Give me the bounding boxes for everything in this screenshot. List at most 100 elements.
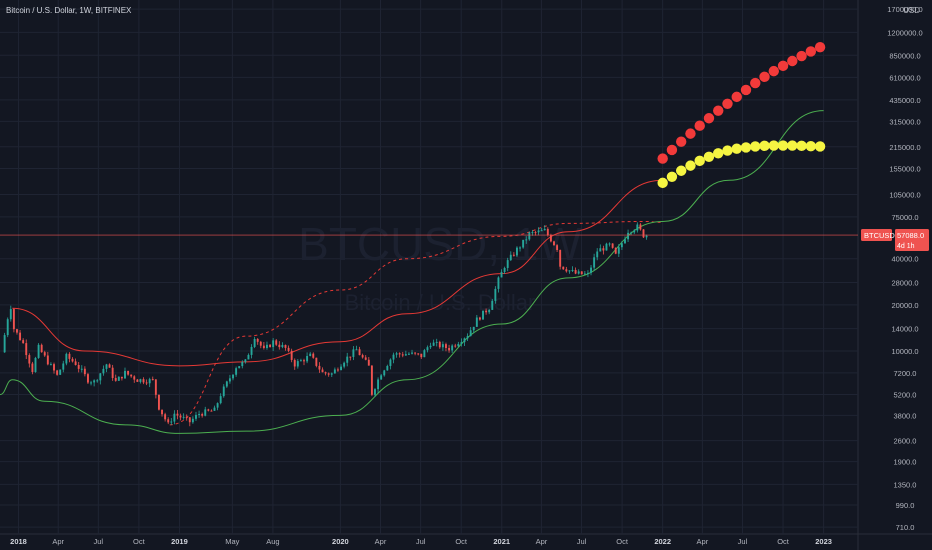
- candle-body: [176, 413, 179, 416]
- candle-body: [485, 310, 488, 313]
- watermark-name: Bitcoin / U.S. Dollar: [345, 290, 536, 315]
- candle-body: [414, 352, 417, 354]
- x-tick-label: Apr: [697, 537, 709, 546]
- candle-body: [49, 364, 52, 366]
- x-tick-label: 2020: [332, 537, 349, 546]
- red-dots-point: [731, 91, 742, 103]
- candle-body: [370, 365, 373, 395]
- candle-body: [346, 356, 349, 363]
- candle-body: [429, 345, 432, 348]
- candle-body: [398, 353, 401, 355]
- candle-body: [565, 269, 568, 272]
- candle-body: [441, 344, 444, 348]
- candle-body: [534, 232, 537, 234]
- candle-body: [37, 344, 40, 358]
- candle-body: [43, 352, 46, 356]
- candle-body: [630, 232, 633, 234]
- candle-body: [343, 362, 346, 367]
- x-tick-label: Jul: [94, 537, 104, 546]
- y-tick-label: 1700000.0: [887, 5, 922, 14]
- candle-body: [108, 364, 111, 368]
- candle-body: [3, 335, 6, 353]
- candle-body: [303, 360, 305, 362]
- candle-body: [608, 243, 611, 245]
- candle-body: [244, 359, 247, 363]
- price-tag-countdown: 4d 1h: [897, 243, 915, 250]
- green_curve-solid-line: [0, 110, 824, 434]
- candle-body: [577, 271, 580, 274]
- candle-body: [438, 341, 441, 348]
- candle-body: [556, 245, 559, 250]
- y-tick-label: 40000.0: [891, 255, 918, 264]
- red-dots-point: [805, 46, 817, 57]
- red_curve-solid-line: [12, 179, 663, 367]
- x-tick-label: 2023: [815, 537, 832, 546]
- candle-body: [9, 309, 12, 320]
- candle-body: [586, 272, 589, 274]
- candle-body: [219, 396, 222, 404]
- candle-body: [25, 343, 28, 356]
- candle-body: [93, 380, 96, 383]
- candle-body: [593, 257, 596, 268]
- candle-body: [457, 343, 460, 347]
- candle-body: [53, 364, 55, 371]
- time-axis[interactable]: 2018 Apr Jul Oct 2019 May Aug 2020 Apr Jul Oct 2021…: [10, 537, 832, 546]
- price-tag-symbol-bg: [861, 229, 892, 242]
- chart-header: Bitcoin / U.S. Dollar, 1W, BITFINEX: [6, 6, 131, 15]
- candle-body: [185, 416, 188, 418]
- x-tick-label: 2019: [171, 537, 188, 546]
- x-tick-label: Jul: [416, 537, 426, 546]
- candle-body: [296, 361, 299, 367]
- candle-body: [290, 350, 293, 360]
- candle-body: [386, 365, 389, 371]
- yellow-dots-point: [740, 142, 752, 153]
- candle-body: [266, 344, 268, 349]
- candle-body: [272, 340, 275, 348]
- candle-body: [96, 380, 99, 382]
- y-tick-label: 7200.0: [894, 369, 917, 378]
- candle-body: [151, 379, 154, 381]
- candle-body: [111, 367, 114, 378]
- candle-body: [469, 330, 472, 337]
- candle-body: [506, 260, 509, 268]
- price-axis[interactable]: 1700000.0 1200000.0 850000.0 610000.0 435000…: [887, 5, 922, 532]
- y-tick-label: 105000.0: [889, 190, 920, 199]
- yellow-dots-point: [814, 141, 826, 152]
- candle-body: [599, 248, 602, 252]
- candle-body: [71, 358, 74, 362]
- candle-body: [522, 239, 525, 248]
- yellow-dots-point: [777, 140, 789, 151]
- candle-body: [448, 347, 451, 351]
- candle-body: [201, 414, 204, 416]
- price-tag-value: 57088.0: [897, 231, 924, 240]
- candle-body: [77, 364, 80, 369]
- candle-body: [420, 353, 423, 358]
- candle-body: [559, 249, 562, 267]
- candle-body: [136, 379, 139, 382]
- candle-body: [432, 342, 435, 346]
- candle-body: [148, 379, 151, 384]
- yellow-dots-point: [685, 160, 696, 171]
- yellow-dots-point: [694, 155, 705, 167]
- candle-body: [617, 247, 620, 254]
- candle-body: [195, 414, 197, 419]
- candle-body: [383, 370, 386, 376]
- candle-body: [247, 354, 250, 360]
- candle-body: [207, 409, 210, 411]
- candle-body: [531, 232, 534, 234]
- yellow-dots-point: [657, 177, 668, 189]
- candle-body: [451, 345, 454, 351]
- candle-body: [583, 273, 586, 275]
- candle-body: [145, 382, 148, 384]
- y-tick-label: 1350.0: [894, 480, 917, 489]
- candle-body: [389, 359, 392, 366]
- watermark-ticker: BTCUSD, 1W: [298, 218, 582, 270]
- candle-body: [543, 228, 546, 231]
- candle-body: [466, 336, 469, 339]
- price-tag-symbol: BTCUSD: [864, 231, 895, 240]
- y-tick-label: 10000.0: [891, 347, 918, 356]
- candle-body: [636, 224, 639, 231]
- candle-body: [213, 407, 216, 411]
- candle-body: [488, 309, 491, 313]
